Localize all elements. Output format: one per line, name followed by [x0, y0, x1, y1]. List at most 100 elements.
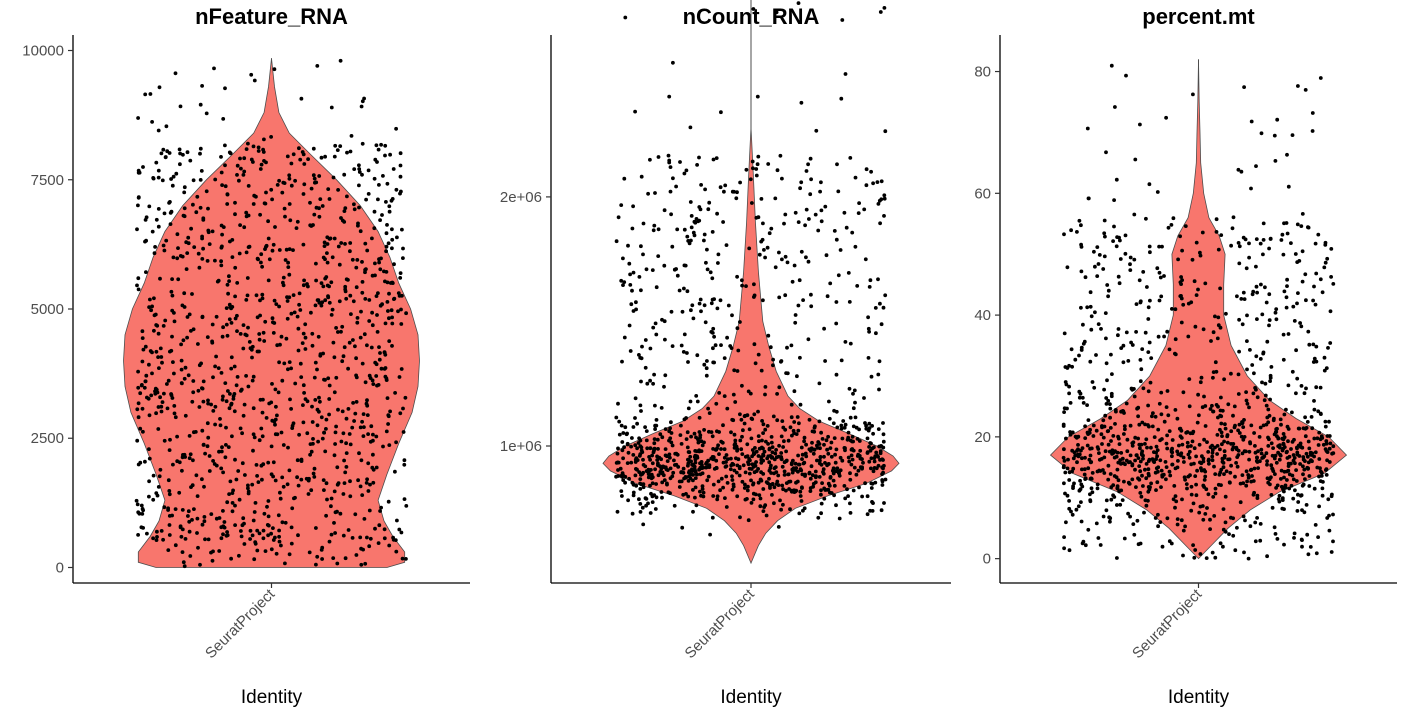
data-point — [846, 494, 850, 498]
data-point — [1297, 426, 1302, 431]
data-point — [296, 348, 301, 353]
data-point — [339, 439, 344, 444]
data-point — [711, 494, 716, 498]
data-point — [1201, 517, 1206, 522]
data-point — [140, 329, 145, 334]
data-point — [1218, 541, 1223, 546]
data-point — [299, 477, 304, 482]
data-point — [1102, 387, 1106, 392]
data-point — [651, 381, 655, 386]
data-point — [736, 348, 741, 353]
data-point — [320, 557, 324, 561]
data-point — [265, 504, 269, 509]
data-point — [237, 178, 241, 183]
data-point — [1208, 407, 1213, 411]
data-point — [313, 398, 318, 402]
data-point — [1192, 279, 1197, 284]
data-point — [878, 10, 883, 14]
data-point — [751, 481, 756, 486]
data-point — [1218, 413, 1223, 418]
data-point — [1233, 548, 1238, 553]
data-point — [866, 315, 870, 320]
data-point — [1123, 462, 1127, 467]
data-point — [1255, 455, 1259, 460]
data-point — [882, 196, 887, 201]
data-point — [1238, 500, 1243, 505]
data-point — [728, 467, 733, 472]
y-tick-label: 1e+06 — [500, 438, 542, 455]
data-point — [1268, 482, 1272, 487]
data-point — [162, 211, 167, 216]
data-point — [1118, 238, 1122, 243]
data-point — [320, 436, 325, 441]
data-point — [242, 156, 247, 161]
data-point — [772, 466, 777, 471]
data-point — [200, 315, 205, 320]
data-point — [150, 350, 154, 355]
data-point — [251, 406, 256, 411]
data-point — [225, 282, 230, 287]
data-point — [660, 480, 665, 485]
data-point — [163, 155, 168, 159]
data-point — [286, 367, 290, 372]
data-point — [1272, 133, 1277, 138]
data-point — [689, 225, 694, 230]
data-point — [1254, 284, 1259, 289]
data-point — [397, 375, 402, 379]
data-point — [1300, 212, 1305, 216]
data-point — [725, 481, 730, 485]
data-point — [262, 137, 266, 142]
data-point — [157, 85, 162, 90]
data-point — [1282, 435, 1287, 440]
data-point — [644, 267, 649, 272]
data-point — [290, 423, 295, 428]
data-point — [1314, 271, 1319, 276]
panel-title: percent.mt — [1142, 4, 1255, 29]
data-point — [1106, 477, 1111, 482]
data-point — [1194, 454, 1198, 459]
data-point — [778, 153, 783, 158]
data-point — [262, 159, 266, 163]
data-point — [738, 320, 742, 324]
data-point — [1138, 379, 1143, 384]
data-point — [1067, 363, 1071, 368]
data-point — [237, 251, 242, 256]
data-point — [230, 238, 235, 242]
data-point — [1140, 473, 1144, 478]
data-point — [288, 218, 293, 223]
data-point — [164, 238, 169, 243]
data-point — [1221, 527, 1226, 532]
data-point — [1159, 294, 1164, 299]
data-point — [224, 425, 228, 430]
data-point — [150, 304, 155, 309]
data-point — [267, 401, 272, 406]
data-point — [797, 278, 802, 283]
data-point — [643, 365, 648, 370]
data-point — [1175, 517, 1180, 521]
data-point — [633, 473, 638, 478]
data-point — [322, 240, 327, 245]
data-point — [219, 259, 224, 264]
data-point — [810, 473, 815, 478]
data-point — [233, 200, 237, 205]
data-point — [252, 435, 257, 440]
data-point — [616, 401, 620, 406]
data-point — [259, 162, 264, 167]
data-point — [1249, 423, 1254, 428]
data-point — [213, 364, 218, 369]
data-point — [266, 219, 270, 224]
data-point — [1121, 360, 1126, 365]
data-point — [152, 296, 156, 301]
data-point — [1265, 476, 1270, 481]
data-point — [140, 383, 144, 387]
data-point — [1296, 84, 1300, 88]
data-point — [706, 458, 710, 463]
data-point — [703, 320, 708, 325]
data-point — [1159, 485, 1163, 489]
data-point — [266, 236, 271, 241]
data-point — [658, 432, 663, 437]
data-point — [868, 278, 873, 283]
data-point — [881, 432, 886, 437]
data-point — [772, 485, 777, 490]
data-point — [289, 525, 294, 530]
